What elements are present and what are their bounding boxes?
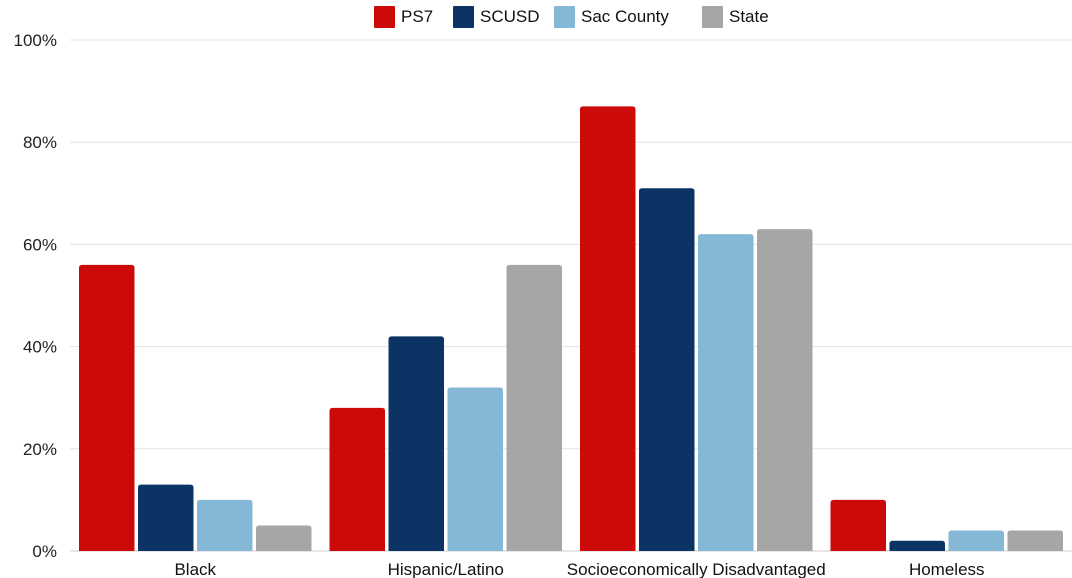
y-tick-label: 20%: [23, 440, 57, 459]
bar-sac-county-black: [197, 499, 253, 551]
y-tick-label: 0%: [32, 542, 57, 561]
legend-label: SCUSD: [480, 7, 540, 26]
category-label: Homeless: [909, 560, 985, 578]
y-tick-label: 100%: [14, 31, 57, 50]
legend-swatch-state: [702, 6, 723, 28]
gridlines: [70, 39, 1072, 552]
x-axis-categories: Black Hispanic/Latino Socioeconomically Di…: [174, 560, 984, 578]
bar-scusd-homeless: [889, 540, 945, 551]
y-tick-label: 80%: [23, 133, 57, 152]
bar-sac-county-homeless: [948, 530, 1004, 551]
bar-ps7-homeless: [830, 499, 886, 551]
legend-swatch-sac-county: [554, 6, 575, 28]
bar-ps7-socioeconomically-disadvantaged: [580, 106, 636, 552]
bar-state-socioeconomically-disadvantaged: [757, 229, 813, 551]
bar-ps7-black: [79, 264, 135, 551]
bar-scusd-black: [138, 484, 194, 551]
bar-sac-county-socioeconomically-disadvantaged: [698, 234, 754, 551]
bar-state-hispanic-latino: [506, 264, 562, 551]
category-label: Hispanic/Latino: [388, 560, 504, 578]
legend-label: PS7: [401, 7, 433, 26]
y-axis-ticks: 0% 20% 40% 60% 80% 100%: [14, 31, 57, 561]
bar-state-black: [256, 525, 312, 551]
bar-sac-county-hispanic-latino: [447, 387, 503, 551]
bar-scusd-socioeconomically-disadvantaged: [639, 188, 695, 551]
category-label: Socioeconomically Disadvantaged: [567, 560, 826, 578]
legend-swatch-scusd: [453, 6, 474, 28]
legend-label: State: [729, 7, 769, 26]
bars: [79, 106, 1063, 552]
bar-ps7-hispanic-latino: [329, 407, 385, 551]
bar-state-homeless: [1007, 530, 1063, 551]
y-tick-label: 60%: [23, 235, 57, 254]
legend-label: Sac County: [581, 7, 669, 26]
category-label: Black: [174, 560, 216, 578]
y-tick-label: 40%: [23, 338, 57, 357]
bar-scusd-hispanic-latino: [388, 336, 444, 551]
legend-swatch-ps7: [374, 6, 395, 28]
legend: PS7 SCUSD Sac County State: [374, 6, 769, 28]
